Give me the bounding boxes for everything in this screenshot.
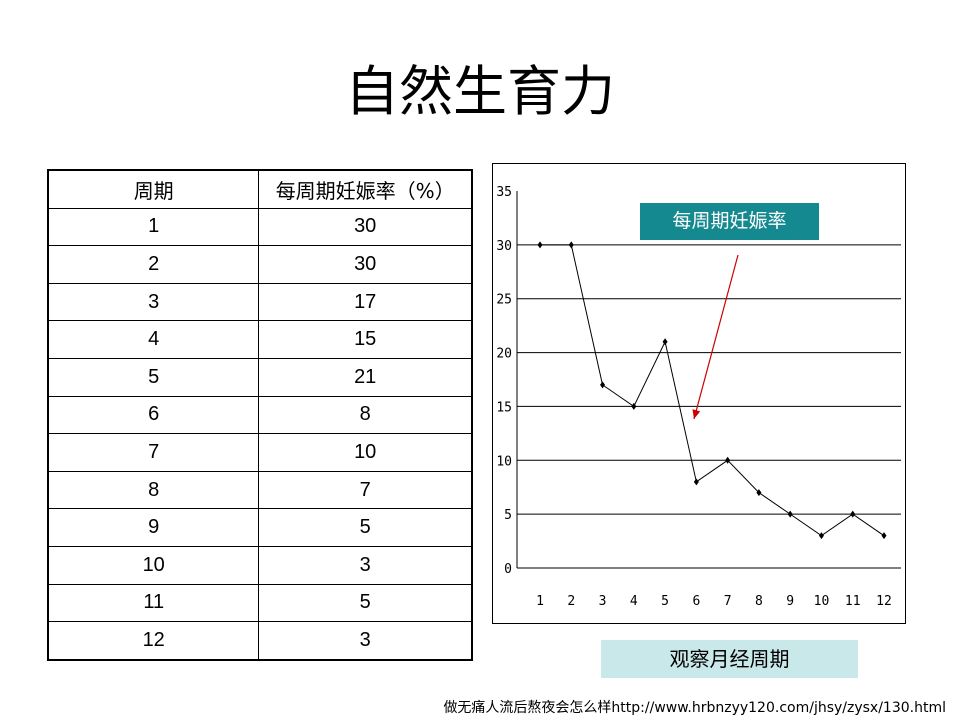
x-tick-label: 3: [599, 594, 607, 609]
data-point: [850, 510, 856, 518]
table-row: 5 21: [47, 357, 473, 397]
cell-cycle: 5: [47, 357, 260, 397]
table-row: 7 10: [47, 433, 473, 472]
data-point: [600, 381, 606, 389]
cell-rate: 5: [258, 508, 473, 547]
cell-rate: 8: [258, 395, 473, 435]
cell-rate: 15: [258, 320, 473, 359]
series-line: [540, 244, 885, 537]
page-title: 自然生育力: [345, 60, 615, 123]
x-tick-label: 11: [845, 594, 861, 609]
table-row: 11 5: [47, 583, 473, 623]
x-tick-label: 9: [786, 594, 794, 609]
annotation-arrow-head: [692, 409, 701, 419]
x-tick-label: 5: [661, 594, 669, 609]
table-row: 3 17: [47, 282, 473, 322]
cell-rate: 10: [258, 433, 473, 472]
table-row: 4 15: [47, 320, 473, 359]
data-point: [693, 478, 699, 486]
data-point: [881, 532, 887, 540]
header-rate: 每周期妊娠率（%）: [258, 169, 473, 209]
data-point: [818, 532, 824, 540]
y-tick-label: 20: [496, 347, 512, 362]
x-tick-label: 8: [755, 594, 763, 609]
y-tick-label: 15: [496, 400, 512, 415]
y-tick-label: 35: [496, 185, 512, 200]
cell-cycle: 8: [47, 470, 260, 510]
y-tick-label: 5: [504, 508, 512, 523]
y-tick-label: 25: [496, 293, 512, 308]
table-row: 12 3: [47, 621, 473, 661]
cell-cycle: 6: [47, 395, 260, 435]
table-row: 1 30: [47, 207, 473, 247]
data-point: [787, 510, 793, 518]
cell-cycle: 4: [47, 320, 260, 359]
cell-cycle: 9: [47, 508, 260, 547]
data-point: [756, 489, 762, 497]
cell-rate: 3: [258, 621, 473, 661]
cell-rate: 7: [258, 470, 473, 510]
data-point: [631, 402, 637, 410]
table-row: 10 3: [47, 545, 473, 585]
cell-rate: 30: [258, 245, 473, 284]
legend-label: 每周期妊娠率: [640, 203, 819, 240]
table-row: 2 30: [47, 245, 473, 284]
x-axis-label: 观察月经周期: [601, 640, 858, 678]
cell-cycle: 10: [47, 545, 260, 585]
cell-cycle: 11: [47, 583, 260, 623]
data-point: [662, 338, 668, 346]
x-tick-label: 1: [536, 594, 544, 609]
cell-rate: 30: [258, 207, 473, 247]
cell-cycle: 7: [47, 433, 260, 472]
x-tick-label: 10: [814, 594, 830, 609]
cell-cycle: 1: [47, 207, 260, 247]
x-tick-label: 7: [724, 594, 732, 609]
cell-rate: 5: [258, 583, 473, 623]
x-tick-label: 4: [630, 594, 638, 609]
x-tick-label: 2: [567, 594, 575, 609]
x-tick-label: 12: [876, 594, 892, 609]
footer-text: 做无痛人流后熬夜会怎么样http://www.hrbnzyy120.com/jh…: [443, 700, 946, 716]
y-tick-label: 10: [496, 454, 512, 469]
cell-cycle: 2: [47, 245, 260, 284]
x-tick-label: 6: [692, 594, 700, 609]
table-header-row: 周期 每周期妊娠率（%）: [47, 169, 473, 209]
cell-cycle: 12: [47, 621, 260, 661]
cell-rate: 17: [258, 282, 473, 322]
cell-cycle: 3: [47, 282, 260, 322]
data-point: [568, 241, 574, 249]
cell-rate: 3: [258, 545, 473, 585]
y-tick-label: 30: [496, 239, 512, 254]
y-tick-label: 0: [504, 562, 512, 577]
data-point: [725, 456, 731, 464]
cell-rate: 21: [258, 357, 473, 397]
header-cycle: 周期: [47, 169, 260, 209]
annotation-arrow-shaft: [693, 254, 739, 420]
data-point: [537, 241, 543, 249]
